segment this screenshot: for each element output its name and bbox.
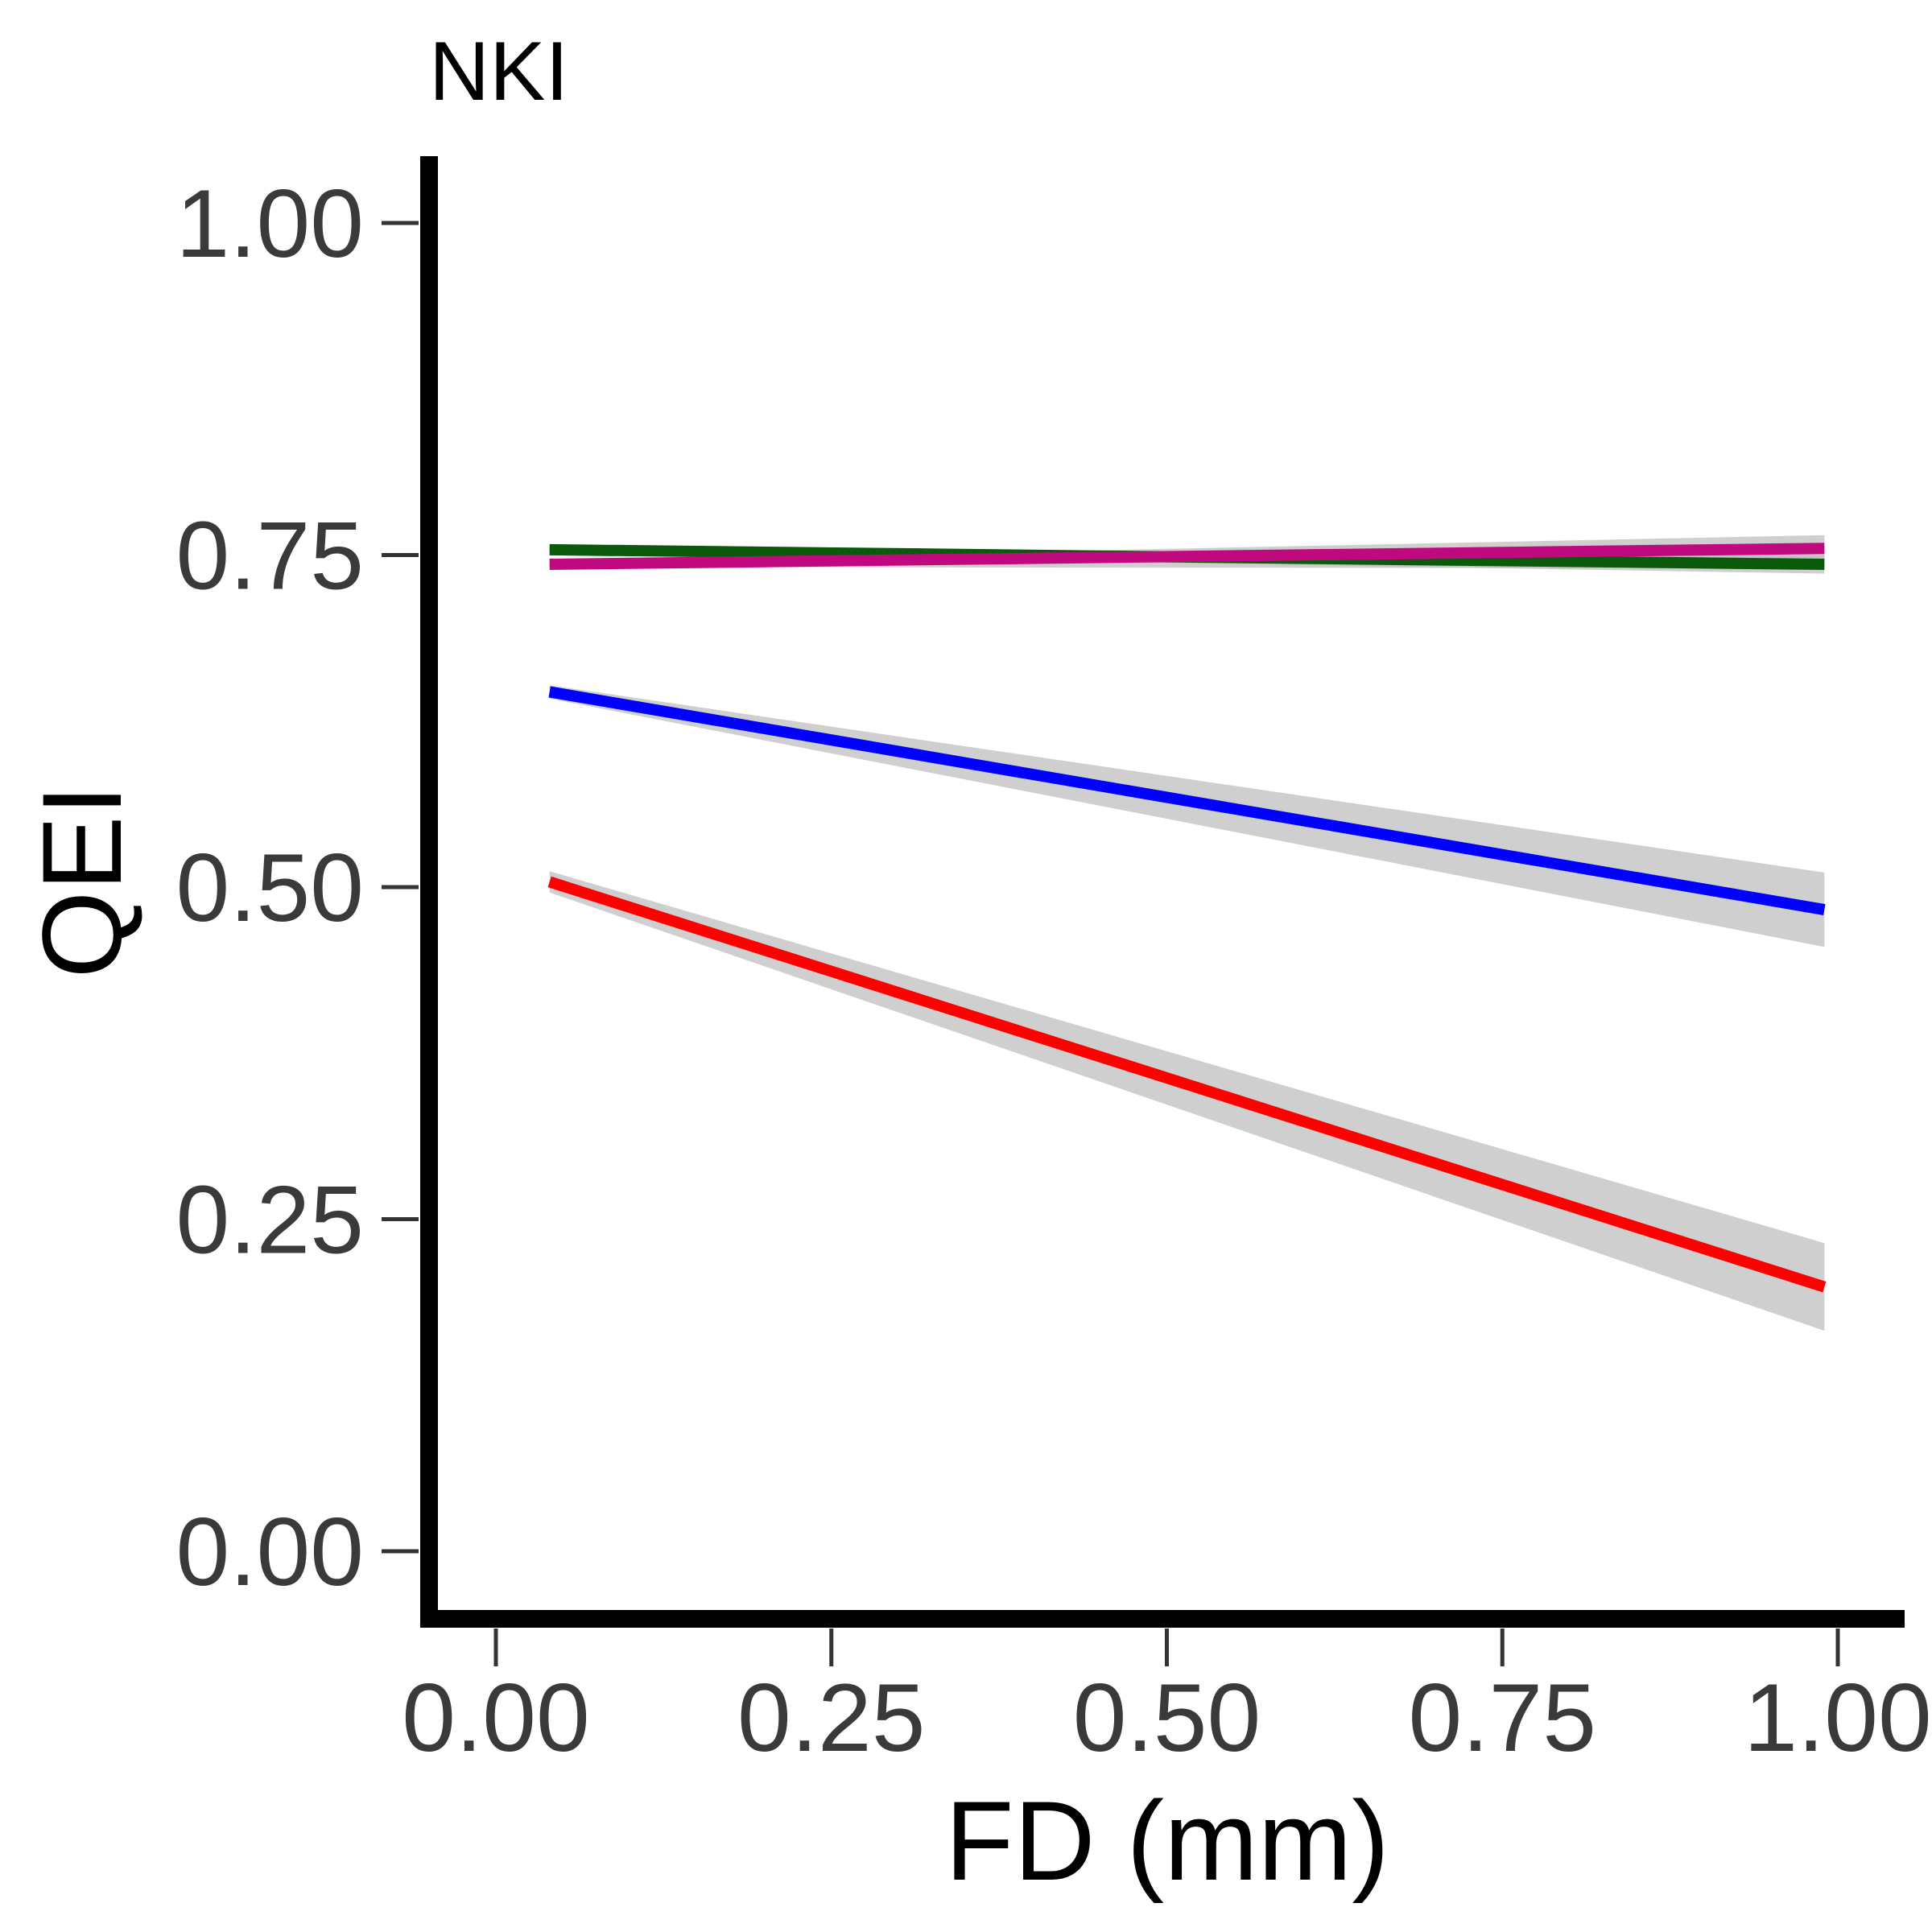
x-axis-title: FD (mm) [945,1777,1389,1904]
x-tick-label: 0.50 [1073,1664,1261,1772]
x-ticks: 0.00 0.25 0.50 0.75 1.00 [402,1629,1932,1772]
axes [420,156,1905,1628]
y-tick-label: 0.25 [175,1166,364,1274]
series-lines [547,543,1827,1293]
y-tick-label: 0.75 [175,502,364,610]
series-line-1 [549,543,1825,571]
x-tick-label: 0.00 [402,1664,590,1772]
y-tick-label: 1.00 [175,170,364,278]
plot-title: NKI [429,25,568,118]
ci-bands [549,535,1825,1331]
y-axis-title: QEI [19,784,145,978]
x-tick-label: 1.00 [1744,1664,1932,1772]
x-tick-label: 0.25 [737,1664,926,1772]
series-line-3 [547,876,1827,1293]
y-tick-label: 0.50 [175,834,364,942]
series-line-2 [548,686,1826,915]
y-ticks: 0.00 0.25 0.50 0.75 1.00 [175,170,419,1606]
x-tick-label: 0.75 [1408,1664,1596,1772]
y-tick-label: 0.00 [175,1498,364,1606]
